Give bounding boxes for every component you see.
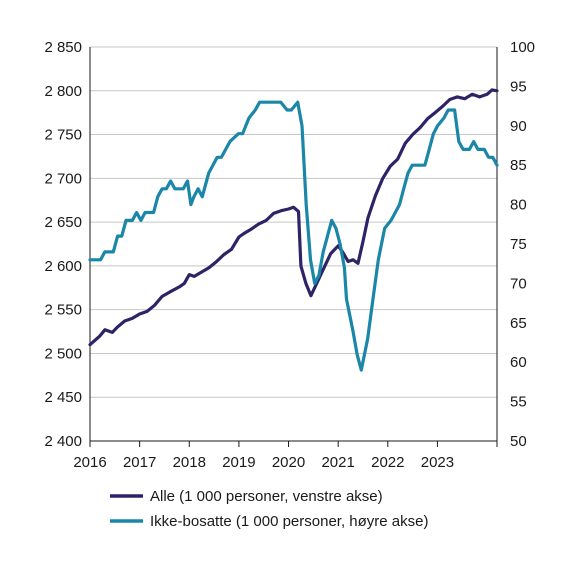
gridlines: [90, 46, 497, 442]
right-axis-ticks: 50 55 60 65 70 75 80 85 90 95 100: [510, 39, 535, 450]
right-tick-label: 95: [510, 78, 527, 95]
legend: Alle (1 000 personer, venstre akse) Ikke-…: [110, 488, 428, 530]
right-tick-label: 65: [510, 315, 527, 332]
legend-label: Alle (1 000 personer, venstre akse): [150, 488, 383, 505]
left-tick-label: 2 500: [44, 345, 82, 362]
x-tick-label: 2016: [73, 454, 106, 471]
right-tick-label: 50: [510, 433, 527, 450]
left-tick-label: 2 850: [44, 39, 82, 56]
x-tick-label: 2018: [173, 454, 206, 471]
left-tick-label: 2 800: [44, 83, 82, 100]
x-tick-label: 2020: [272, 454, 305, 471]
legend-label: Ikke-bosatte (1 000 personer, høyre akse…: [150, 513, 428, 530]
x-tick-label: 2017: [123, 454, 156, 471]
right-tick-label: 70: [510, 275, 527, 292]
right-tick-label: 90: [510, 118, 527, 135]
x-tick-label: 2022: [371, 454, 404, 471]
x-tick-label: 2019: [222, 454, 255, 471]
left-tick-label: 2 650: [44, 214, 82, 231]
axes: [89, 47, 498, 442]
x-axis-ticks: 2016 2017 2018 2019 2020 2021 2022 2023: [73, 441, 498, 471]
left-tick-label: 2 400: [44, 433, 82, 450]
series-line-alle: [88, 88, 499, 347]
left-tick-label: 2 700: [44, 170, 82, 187]
right-tick-label: 100: [510, 39, 535, 56]
right-tick-label: 80: [510, 197, 527, 214]
left-tick-label: 2 600: [44, 258, 82, 275]
left-tick-label: 2 750: [44, 127, 82, 144]
left-tick-label: 2 550: [44, 302, 82, 319]
right-tick-label: 85: [510, 157, 527, 174]
left-axis-ticks: 2 400 2 450 2 500 2 550 2 600 2 650 2 700 2 750…: [44, 39, 82, 450]
right-tick-label: 60: [510, 354, 527, 371]
right-tick-label: 75: [510, 236, 527, 253]
series-lines: [88, 88, 499, 372]
series-line-ikke-bosatte: [88, 100, 499, 372]
right-tick-label: 55: [510, 394, 527, 411]
x-tick-label: 2023: [421, 454, 454, 471]
left-tick-label: 2 450: [44, 389, 82, 406]
x-tick-label: 2021: [321, 454, 354, 471]
